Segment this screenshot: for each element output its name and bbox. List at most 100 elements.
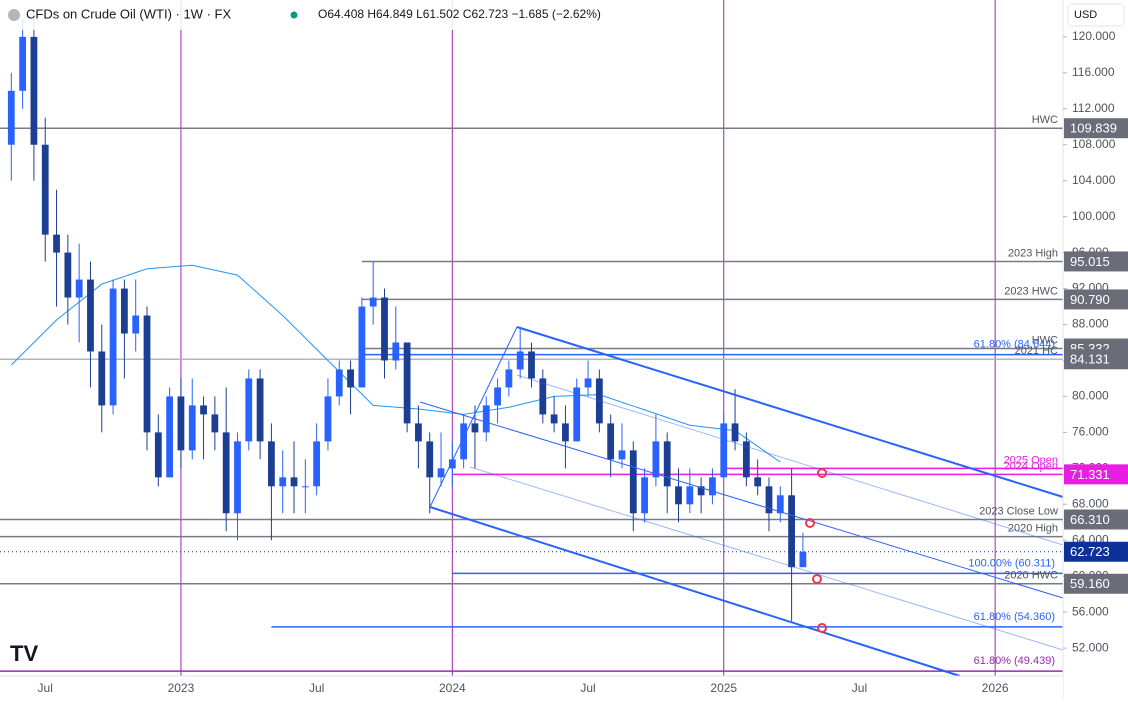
candle-body — [607, 423, 615, 460]
candle-body — [41, 144, 49, 235]
ohlc: O64.408 H64.849 L61.502 C62.723 −1.685 (… — [318, 7, 601, 21]
price-tag-label: 59.160 — [1070, 576, 1110, 591]
price-tag — [1064, 349, 1128, 370]
channel-lower — [429, 506, 961, 677]
header-bg — [0, 0, 640, 30]
candle-body — [482, 405, 490, 433]
axes: Jul 2023 Jul 2024 Jul 2025 Jul 2026 52.000 56.000… — [38, 29, 1128, 695]
candle-body — [550, 414, 558, 424]
x-tick-label: 2024 — [439, 681, 466, 695]
candle-body — [584, 378, 592, 388]
candle-body — [539, 378, 547, 415]
candle-body — [256, 378, 264, 442]
price-tag — [1064, 541, 1128, 562]
y-tick-label: 108.000 — [1072, 137, 1116, 151]
level-label: 2020 High — [1008, 523, 1058, 535]
price-tag-label: 95.015 — [1070, 254, 1110, 269]
level-label: 2023 Close Low — [979, 505, 1058, 517]
candle-body — [731, 423, 739, 442]
candle-body — [686, 486, 694, 505]
price-tag-label: 71.331 — [1070, 467, 1110, 482]
candle-body — [663, 441, 671, 487]
marker — [817, 623, 827, 633]
candle-body — [641, 477, 648, 514]
candle-body — [313, 441, 321, 487]
candle-body — [132, 315, 140, 334]
y-tick-label: 104.000 — [1072, 173, 1116, 187]
x-tick-label: 2025 — [710, 681, 737, 695]
candle-body — [437, 468, 445, 478]
price-tag — [1064, 464, 1128, 485]
candle-body — [7, 90, 15, 145]
candle-body — [720, 423, 728, 478]
marker — [817, 468, 827, 478]
symbol-icon — [8, 9, 20, 21]
level-label: 2020 HWC — [1004, 570, 1058, 582]
candle-body — [335, 369, 343, 397]
candle-body — [392, 342, 400, 361]
logo: TV — [10, 641, 38, 666]
candle-body — [211, 414, 219, 433]
channel-median — [419, 401, 1064, 599]
marker — [805, 518, 815, 528]
pitchfork-handle — [429, 326, 518, 508]
candle-body — [675, 486, 682, 505]
price-tag-label: 90.790 — [1070, 292, 1110, 307]
candle-body — [595, 378, 603, 424]
candle-body — [742, 441, 750, 478]
candle-body — [143, 315, 151, 433]
candle-body — [754, 477, 762, 487]
candle-body — [98, 351, 106, 406]
candle-body — [222, 432, 230, 514]
channel-inner — [516, 374, 1064, 546]
plot-area — [0, 0, 1063, 676]
y-tick-label: 68.000 — [1072, 496, 1109, 510]
candle-body — [709, 477, 716, 496]
candle-body — [234, 441, 241, 514]
level-label: 2025 Open — [1004, 454, 1058, 466]
channel — [419, 326, 1064, 677]
candle-body — [324, 396, 332, 442]
candle-body — [403, 342, 411, 424]
candle-body — [53, 234, 60, 253]
level-label: 2021 HC — [1015, 345, 1058, 357]
price-tag — [1064, 573, 1128, 594]
x-tick-label: Jul — [38, 681, 53, 695]
candle-body — [64, 252, 72, 298]
candle-body — [697, 486, 705, 496]
candle-body — [505, 369, 513, 388]
candle-body — [460, 423, 468, 460]
y-tick-label: 56.000 — [1072, 604, 1109, 618]
candle-body — [200, 405, 207, 415]
candle-body — [75, 279, 83, 298]
candle-body — [177, 396, 185, 451]
candle-body — [19, 36, 27, 91]
candle-body — [279, 477, 287, 487]
x-tick-label: Jul — [852, 681, 867, 695]
y-tick-label: 88.000 — [1072, 317, 1109, 331]
candle-body — [301, 486, 309, 488]
y-tick-label: 80.000 — [1072, 389, 1109, 403]
candle-body — [347, 369, 354, 388]
candle-body — [154, 432, 162, 478]
y-tick-label: 52.000 — [1072, 640, 1109, 654]
level-label: 2024 Open — [1004, 460, 1058, 472]
moving-average — [10, 264, 781, 463]
markers — [805, 468, 827, 633]
currency-button[interactable] — [1067, 3, 1125, 27]
y-tick-label: 120.000 — [1072, 29, 1116, 43]
x-tick-label: 2026 — [982, 681, 1009, 695]
price-tag-label: 66.310 — [1070, 512, 1110, 527]
currency[interactable]: USD — [1074, 9, 1097, 21]
candle-body — [471, 423, 479, 433]
candle-body — [415, 423, 422, 442]
candle-body — [188, 405, 196, 451]
x-tick-label: 2023 — [168, 681, 195, 695]
status-dot — [290, 11, 298, 19]
candle-body — [30, 36, 38, 145]
candle-body — [87, 279, 94, 352]
candle-body — [369, 297, 377, 307]
